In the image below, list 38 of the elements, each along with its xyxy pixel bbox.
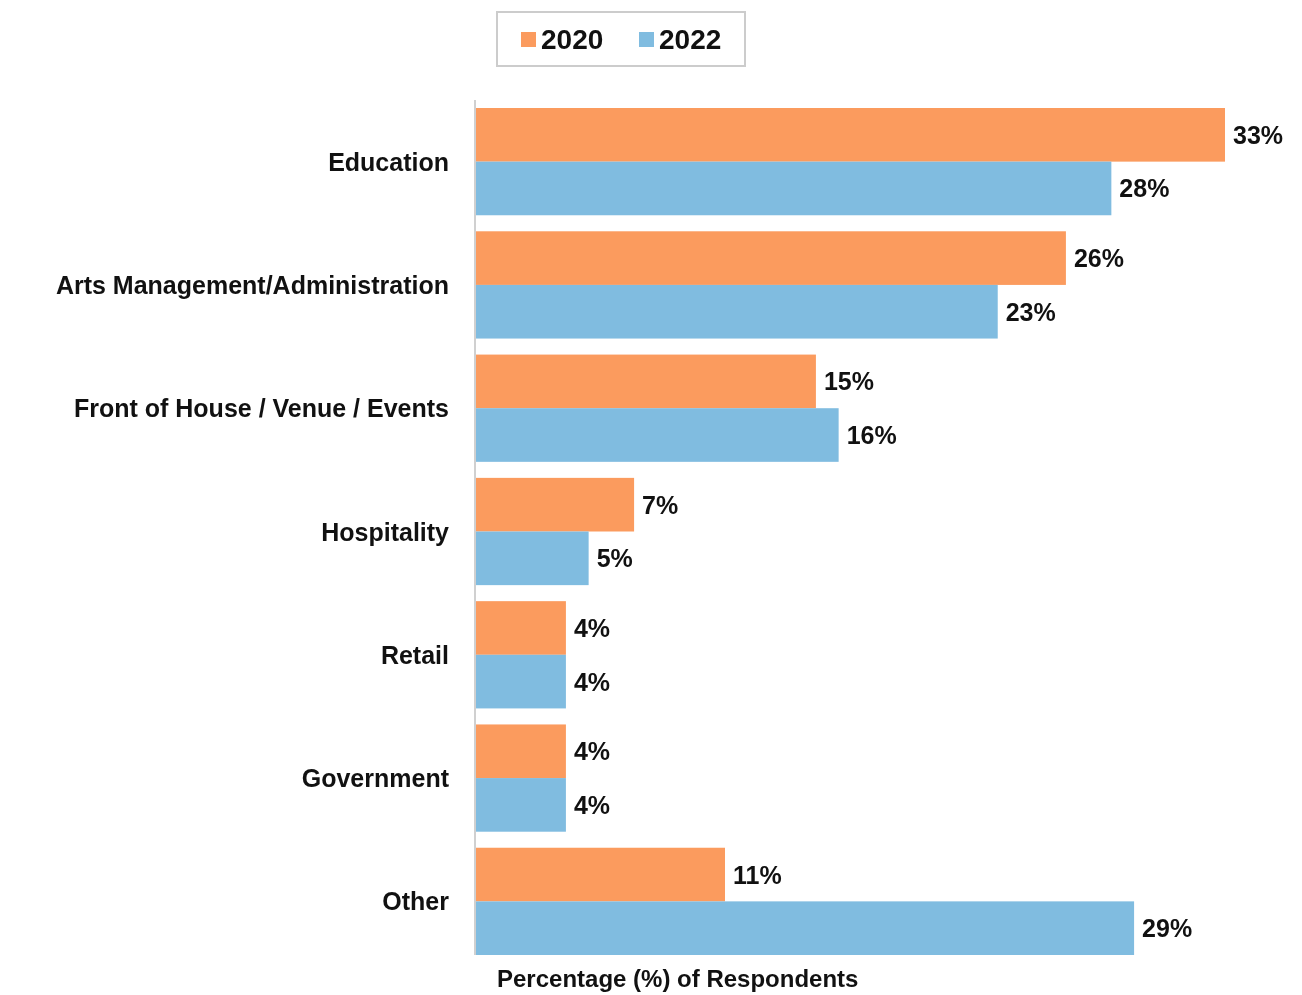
- y-tick-label: Hospitality: [321, 517, 450, 546]
- data-label: 4%: [573, 667, 611, 696]
- y-tick-label: Government: [301, 764, 450, 793]
- y-tick-label: Front of House / Venue / Events: [73, 394, 449, 423]
- bar: [475, 477, 635, 532]
- legend-label: 2020: [541, 23, 604, 55]
- bar: [475, 654, 566, 709]
- data-label: 33%: [1233, 120, 1284, 149]
- bar: [475, 408, 839, 462]
- y-tick-label: Other: [382, 887, 450, 916]
- data-label: 28%: [1119, 174, 1170, 203]
- data-label: 4%: [573, 737, 611, 766]
- data-label: 23%: [1005, 297, 1056, 326]
- bar: [475, 724, 566, 779]
- data-label: 11%: [733, 860, 782, 889]
- data-label: 4%: [573, 790, 611, 819]
- x-axis-title: Percentage (%) of Respondents: [497, 964, 859, 992]
- data-label: 26%: [1073, 244, 1124, 273]
- data-label: 15%: [823, 367, 874, 396]
- data-label: 7%: [642, 490, 679, 519]
- y-tick-label: Retail: [380, 640, 449, 669]
- data-label: 16%: [846, 421, 897, 450]
- legend-label: 2022: [659, 23, 722, 55]
- y-tick-label: Education: [328, 147, 449, 176]
- bar: [475, 601, 566, 655]
- bar: [475, 161, 1112, 216]
- data-label: 4%: [573, 613, 611, 642]
- data-label: 29%: [1142, 914, 1193, 943]
- bar: [475, 284, 998, 339]
- bar: [475, 354, 816, 409]
- data-label: 5%: [596, 544, 633, 573]
- bar: [475, 901, 1135, 955]
- bar: [475, 231, 1066, 285]
- bar: [475, 108, 1225, 162]
- bar: [475, 847, 725, 902]
- bar: [475, 778, 566, 832]
- bar: [475, 531, 589, 586]
- y-tick-label: Arts Management/Administration: [55, 270, 449, 299]
